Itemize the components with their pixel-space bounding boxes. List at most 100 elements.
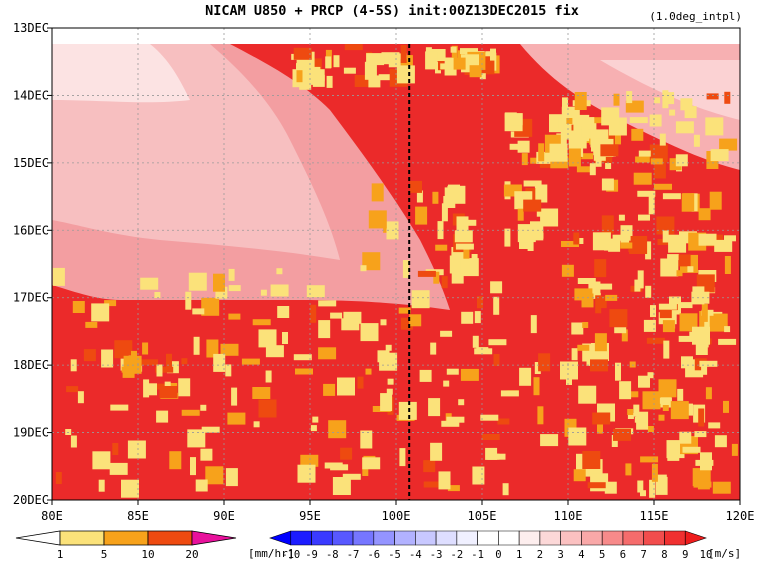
wind-colorbar-segment (394, 530, 416, 546)
precip-cell (455, 243, 474, 250)
precip-cell (625, 463, 632, 476)
precip-cell (487, 453, 506, 460)
precip-cell (705, 117, 724, 136)
precip-cell (577, 278, 596, 284)
precip-cell (295, 368, 313, 375)
precip-cell (185, 291, 192, 310)
wind-colorbar-label: 2 (537, 549, 543, 561)
precip-cell (181, 358, 188, 365)
precip-cell (706, 93, 719, 100)
precip-cell (464, 219, 477, 226)
precip-cell (682, 193, 695, 212)
precip-cell (574, 288, 593, 301)
precip-cell (574, 92, 587, 110)
precip-cell (709, 313, 728, 332)
precip-cell (380, 319, 387, 326)
wind-colorbar-label: -8 (326, 549, 339, 561)
precip-cell (497, 418, 510, 425)
precip-cell (571, 348, 578, 361)
precip-cell (55, 472, 62, 484)
precip-cell (121, 479, 139, 498)
precip-cell (654, 97, 661, 104)
precip-cell (618, 214, 625, 221)
precip-cell (241, 358, 260, 365)
y-tick-label: 15DEC (13, 156, 49, 170)
precip-cell (530, 157, 543, 164)
precip-cell (276, 268, 283, 275)
precipitation-patches (52, 44, 738, 498)
precip-cell (110, 404, 129, 411)
precip-cell (561, 241, 579, 247)
precip-cell (576, 166, 595, 173)
precip-cell (195, 479, 208, 492)
precip-cell (98, 479, 105, 492)
precip-cell (154, 292, 161, 298)
precip-cell (318, 69, 325, 82)
x-tick-label: 105E (468, 509, 497, 523)
wind-colorbar-segment (331, 530, 354, 546)
precip-cell (337, 377, 355, 396)
precip-cell (387, 378, 394, 385)
precip-cell (675, 154, 688, 167)
precip-cell (638, 150, 651, 157)
precip-cell (490, 281, 503, 294)
precip-cell (435, 244, 448, 251)
precip-cell (440, 330, 453, 337)
precip-cell (415, 206, 428, 225)
precip-cell (225, 468, 238, 487)
precip-cell (326, 75, 333, 88)
wind-colorbar-segment (664, 530, 686, 546)
precip-cell (213, 273, 225, 292)
wind-colorbar-label: -2 (451, 549, 464, 561)
precip-cell (582, 322, 589, 328)
precip-cell (510, 113, 523, 126)
precip-cell (318, 300, 337, 307)
precip-cell (637, 190, 656, 197)
x-tick-label: 100E (382, 509, 411, 523)
x-tick-label: 120E (726, 509, 755, 523)
precip-cell (594, 333, 607, 352)
precip-cell (140, 359, 158, 366)
precip-cell (423, 481, 442, 488)
precip-cell (258, 329, 277, 348)
precip-cell (388, 53, 407, 60)
precip-cell (650, 158, 663, 165)
precip-cell (330, 464, 349, 471)
precip-cell (318, 347, 337, 360)
precip-cell (701, 362, 708, 375)
precip-cell (402, 260, 409, 278)
precip-cell (640, 490, 646, 497)
precip-cell (705, 387, 712, 400)
precip-cell (296, 70, 303, 83)
precip-cell (460, 258, 479, 277)
precip-cell (155, 366, 174, 373)
precip-cell (201, 426, 220, 433)
grid-lines (52, 28, 740, 500)
precip-cell (670, 401, 689, 420)
precip-cell (662, 320, 675, 333)
wind-colorbar-label: -7 (347, 549, 360, 561)
precip-cell (714, 239, 733, 252)
precip-cell (228, 285, 241, 292)
wind-colorbar-segment (477, 530, 499, 546)
precip-cell (678, 335, 697, 342)
wind-colorbar-label: -4 (409, 549, 422, 561)
precip-cell (723, 400, 729, 413)
precip-cell (425, 51, 438, 70)
precip-cell (650, 305, 656, 318)
precip-cell (159, 386, 178, 398)
precip-cell (668, 92, 675, 105)
precip-cell (357, 376, 364, 389)
precip-cell (604, 481, 617, 494)
precip-cell (456, 216, 469, 235)
precip-cell (265, 370, 272, 383)
precip-cell (594, 283, 613, 290)
wind-colorbar-label: -9 (305, 549, 318, 561)
precip-colorbar-label: 5 (101, 548, 108, 561)
precip-cell (625, 100, 644, 113)
precip-cell (366, 53, 385, 66)
precip-cell (302, 66, 321, 85)
precip-cell (612, 234, 631, 241)
precip-cell (634, 279, 641, 292)
